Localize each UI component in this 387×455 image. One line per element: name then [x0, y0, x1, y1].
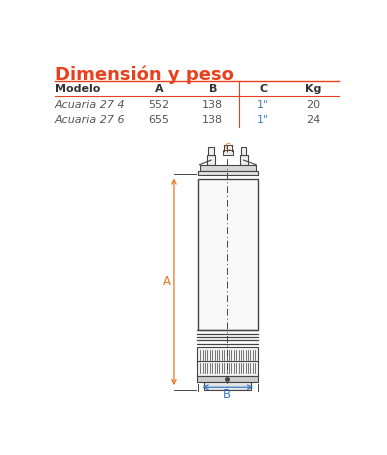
Text: 1": 1" — [257, 100, 269, 110]
Text: B: B — [223, 389, 231, 401]
Text: 552: 552 — [149, 100, 170, 110]
Text: Acuaria 27 6: Acuaria 27 6 — [55, 115, 125, 125]
Text: Modelo: Modelo — [55, 84, 100, 94]
Text: Dimensión y peso: Dimensión y peso — [55, 66, 233, 84]
Text: 138: 138 — [202, 100, 223, 110]
Text: C: C — [260, 84, 268, 94]
Bar — [197, 347, 259, 376]
Text: A: A — [155, 84, 164, 94]
Bar — [198, 179, 258, 330]
Bar — [223, 150, 233, 156]
Bar — [200, 165, 256, 171]
Text: 138: 138 — [202, 115, 223, 125]
Bar — [240, 155, 248, 166]
Text: Acuaria 27 4: Acuaria 27 4 — [55, 100, 125, 110]
Text: 24: 24 — [306, 115, 320, 125]
Text: B: B — [209, 84, 217, 94]
Bar — [209, 147, 214, 156]
Bar — [198, 171, 258, 176]
Text: C: C — [225, 143, 231, 152]
Text: Kg: Kg — [305, 84, 321, 94]
Text: 20: 20 — [306, 100, 320, 110]
Bar — [204, 382, 252, 389]
Text: 655: 655 — [149, 115, 170, 125]
Bar — [207, 155, 215, 166]
Bar — [197, 376, 259, 382]
Text: A: A — [163, 275, 171, 288]
Bar — [241, 147, 247, 156]
Text: 1": 1" — [257, 115, 269, 125]
